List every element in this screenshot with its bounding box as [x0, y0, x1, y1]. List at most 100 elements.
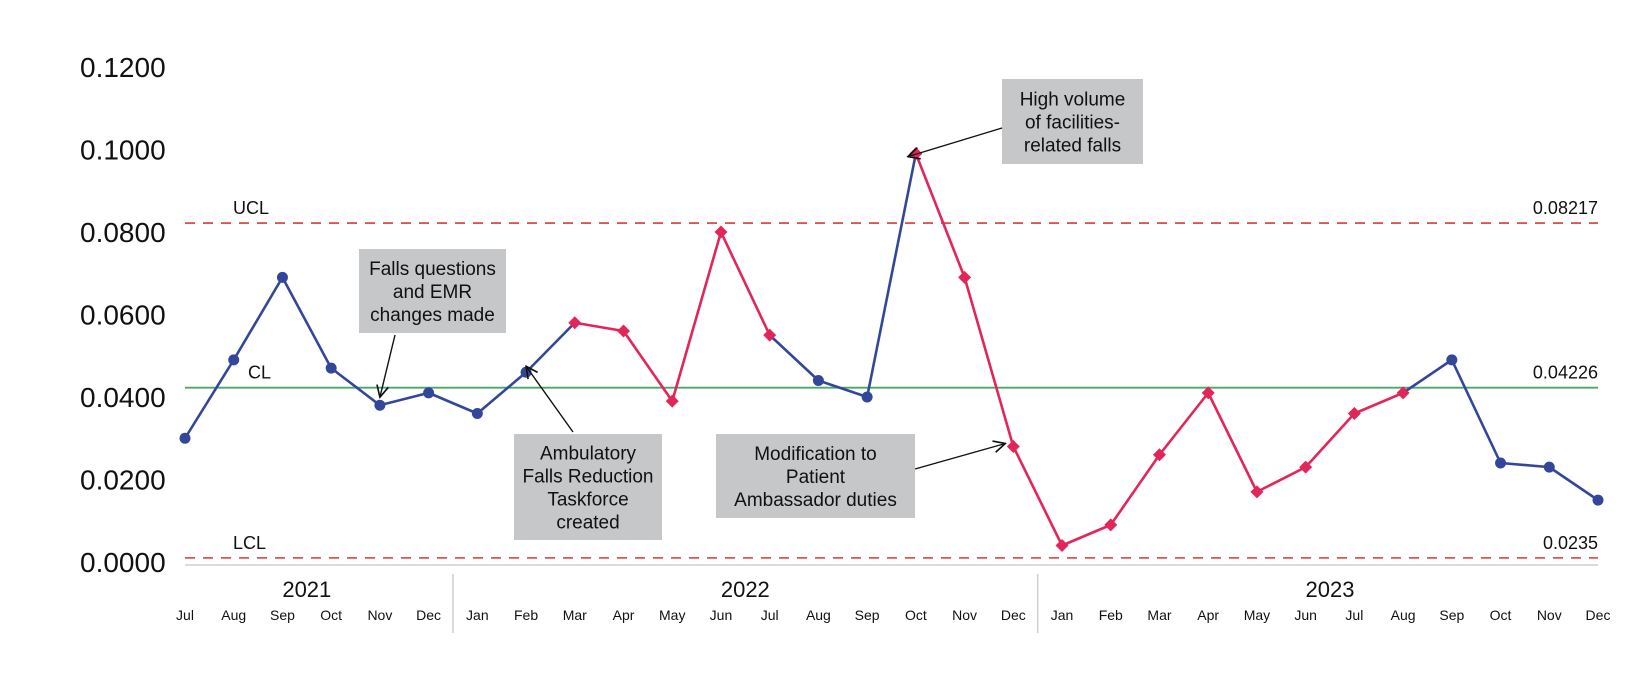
data-point-special	[1396, 386, 1410, 400]
ucl-value-label: 0.08217	[1533, 198, 1598, 218]
data-point	[276, 271, 288, 283]
y-tick-label: 0.0000	[80, 547, 166, 578]
x-tick-label: Apr	[1197, 607, 1219, 623]
x-tick-label: Oct	[320, 607, 342, 623]
series-segment	[1304, 412, 1356, 469]
data-point	[471, 408, 483, 419]
series-segment	[768, 333, 820, 382]
series-segment	[1450, 358, 1502, 465]
x-tick-label: Jan	[1051, 607, 1074, 623]
year-label: 2022	[721, 577, 770, 602]
x-tick-label: May	[659, 607, 685, 623]
data-point	[423, 387, 435, 399]
data-point-special	[1250, 485, 1264, 499]
data-point-special	[1152, 448, 1166, 462]
series-segment	[378, 391, 430, 407]
series-segment	[1255, 465, 1307, 494]
annotation-text: Ambassador duties	[734, 490, 897, 511]
data-point	[1543, 461, 1555, 473]
annotation-text: of facilities-	[1025, 113, 1120, 134]
annotation-box	[514, 434, 662, 540]
x-tick-label: Feb	[1099, 607, 1123, 623]
x-tick-label: Nov	[952, 607, 977, 623]
data-point	[861, 391, 873, 403]
annotation-text: Modification to	[754, 444, 877, 465]
x-tick-label: Jul	[761, 607, 779, 623]
series-segment	[963, 276, 1015, 448]
data-point-special	[714, 225, 728, 239]
data-point-special	[763, 328, 777, 342]
data-point-special	[1201, 386, 1215, 400]
series-segment	[817, 379, 869, 399]
data-point-special	[568, 316, 582, 330]
data-point-special	[1299, 460, 1313, 474]
x-tick-label: Sep	[855, 607, 880, 623]
series-segment	[329, 366, 382, 407]
ucl-label: UCL	[233, 198, 269, 218]
series-segment	[1158, 391, 1210, 457]
annotation-box	[359, 249, 506, 333]
series-segment	[622, 329, 674, 403]
series-segment	[476, 370, 528, 415]
series-segment	[1353, 391, 1405, 415]
annotation-box	[1002, 79, 1143, 164]
series-segment	[865, 152, 918, 399]
x-tick-label: Sep	[1439, 607, 1464, 623]
year-label: 2021	[282, 577, 331, 602]
annotation-text: High volume	[1020, 90, 1126, 111]
series-segment	[1206, 391, 1259, 494]
x-tick-label: Jun	[1294, 607, 1317, 623]
x-tick-label: Oct	[1490, 607, 1512, 623]
cl-value-label: 0.04226	[1533, 363, 1598, 383]
data-point-special	[1006, 440, 1020, 453]
data-point	[325, 362, 337, 374]
data-point	[1592, 494, 1604, 506]
series-segment	[719, 230, 771, 337]
series-segment	[1547, 465, 1600, 502]
x-tick-label: Oct	[905, 607, 927, 623]
y-tick-label: 0.1000	[80, 135, 166, 166]
data-point	[1446, 354, 1458, 366]
y-tick-label: 0.0600	[80, 300, 166, 331]
x-tick-label: Aug	[806, 607, 831, 623]
series-segment	[232, 276, 284, 362]
annotation-text: Ambulatory	[540, 444, 637, 465]
x-tick-label: Jul	[176, 607, 194, 623]
series-segment	[1109, 453, 1161, 527]
x-tick-label: Sep	[270, 607, 295, 623]
series-segment	[1060, 523, 1113, 547]
x-tick-label: Dec	[416, 607, 441, 623]
data-point-special	[1104, 518, 1118, 532]
x-tick-label: Apr	[613, 607, 635, 623]
data-point	[228, 354, 240, 366]
series-segment	[1012, 445, 1064, 547]
series-segment	[281, 276, 333, 370]
x-tick-label: Feb	[514, 607, 538, 623]
x-tick-label: Jul	[1345, 607, 1363, 623]
y-tick-label: 0.0400	[80, 382, 166, 413]
lcl-value-label: 0.0235	[1543, 533, 1598, 553]
x-tick-label: Nov	[1537, 607, 1562, 623]
annotation-text: Falls Reduction	[523, 467, 654, 488]
series-segment	[1499, 461, 1551, 469]
lcl-label: LCL	[233, 533, 266, 553]
data-point-special	[665, 394, 679, 408]
year-label: 2023	[1306, 577, 1355, 602]
series-segment	[1401, 358, 1454, 395]
annotation-text: and EMR	[393, 282, 472, 303]
data-point-special	[1055, 539, 1069, 552]
annotation-text: Patient	[786, 467, 846, 488]
x-tick-label: Aug	[1391, 607, 1416, 623]
data-point	[179, 432, 191, 444]
data-point-special	[1347, 407, 1361, 420]
y-tick-label: 0.0200	[80, 465, 166, 496]
x-tick-label: Jun	[710, 607, 733, 623]
annotation-text: Taskforce	[547, 490, 628, 511]
y-tick-label: 0.1200	[80, 52, 166, 83]
x-tick-label: Nov	[367, 607, 392, 623]
annotation-arrow	[908, 127, 1003, 157]
data-point	[1495, 457, 1507, 469]
data-point	[374, 399, 386, 411]
